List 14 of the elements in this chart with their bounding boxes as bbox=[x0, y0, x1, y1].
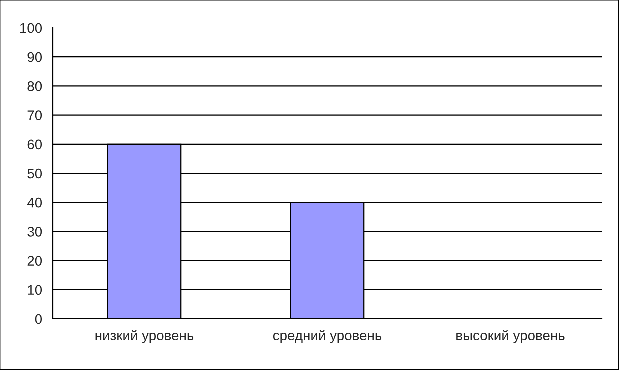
y-tick-label: 100 bbox=[20, 23, 42, 34]
x-tick-label: высокий уровень bbox=[456, 330, 565, 344]
y-tick-label: 0 bbox=[35, 314, 42, 324]
x-tick-label: средний уровень bbox=[273, 330, 382, 344]
y-tick-label: 10 bbox=[28, 285, 42, 296]
y-tick-label: 60 bbox=[28, 140, 42, 150]
y-tick-label: 50 bbox=[28, 168, 42, 179]
x-tick-label: низкий уровень bbox=[96, 330, 194, 344]
y-tick-label: 40 bbox=[27, 198, 42, 208]
y-tick-label: 20 bbox=[28, 256, 42, 266]
y-tick-label: 30 bbox=[28, 227, 42, 237]
y-tick-label: 80 bbox=[28, 82, 42, 92]
y-tick-label: 90 bbox=[28, 52, 42, 62]
y-tick-label: 70 bbox=[28, 110, 42, 120]
